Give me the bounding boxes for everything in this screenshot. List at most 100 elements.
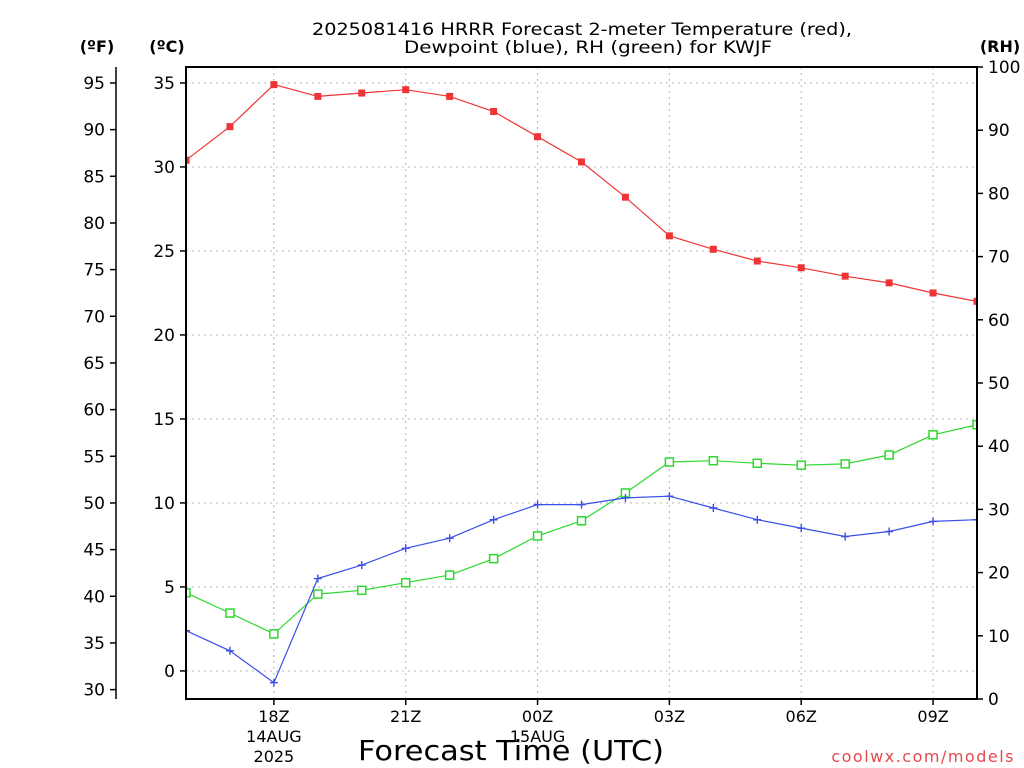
- fahrenheit-tick-label: 90: [83, 121, 105, 141]
- dewpoint-marker: [225, 646, 234, 655]
- fahrenheit-tick-label: 50: [83, 494, 105, 514]
- celsius-tick-label: 5: [164, 578, 175, 598]
- plot-series: [186, 81, 977, 687]
- time-tick-label: 00Z: [522, 707, 553, 726]
- time-tick-label: 18Z: [258, 707, 289, 726]
- chart-title-line-2: Dewpoint (blue), RH (green) for KWJF: [404, 38, 772, 58]
- temperature-marker: [797, 264, 805, 272]
- dewpoint-marker: [445, 534, 454, 543]
- rh-axis-unit: (RH): [980, 37, 1020, 56]
- fahrenheit-tick-label: 85: [83, 167, 105, 187]
- temperature-marker: [973, 297, 977, 305]
- rh-tick-label: 30: [988, 500, 1010, 520]
- fahrenheit-tick-label: 60: [83, 401, 105, 421]
- time-tick-label: 03Z: [654, 707, 685, 726]
- x-axis-title: Forecast Time (UTC): [358, 734, 664, 767]
- fahrenheit-tick-label: 75: [83, 261, 105, 281]
- dewpoint-marker: [313, 574, 322, 583]
- rh-marker: [840, 459, 850, 469]
- celsius-tick-label: 35: [153, 74, 175, 94]
- celsius-tick-label: 20: [153, 326, 175, 346]
- axes: 0510152025303530354045505560657075808590…: [83, 58, 1020, 766]
- rh-marker: [225, 608, 235, 618]
- temperature-marker: [621, 193, 629, 201]
- rh-marker: [357, 585, 367, 596]
- rh-marker: [708, 455, 719, 466]
- temperature-marker: [490, 108, 498, 116]
- dewpoint-marker: [973, 515, 977, 524]
- dewpoint-marker: [401, 544, 410, 553]
- temperature-marker: [753, 257, 761, 265]
- dewpoint-marker: [797, 524, 806, 533]
- rh-marker: [752, 458, 763, 469]
- rh-tick-label: 0: [988, 690, 999, 710]
- temperature-marker: [186, 156, 190, 164]
- rh-tick-label: 10: [988, 627, 1010, 647]
- rh-marker: [664, 457, 675, 467]
- fahrenheit-tick-label: 65: [83, 354, 105, 374]
- time-tick-year-label: 2025: [254, 747, 295, 766]
- time-tick-label: 21Z: [390, 707, 421, 726]
- dewpoint-marker: [489, 515, 498, 524]
- dewpoint-marker: [753, 515, 762, 524]
- time-tick-label: 06Z: [786, 707, 817, 726]
- celsius-axis-unit: (ºC): [149, 37, 184, 56]
- temperature-marker: [358, 89, 366, 97]
- rh-marker: [928, 430, 938, 440]
- dewpoint-marker: [929, 517, 938, 526]
- rh-marker: [444, 570, 455, 580]
- rh-marker: [532, 531, 543, 541]
- fahrenheit-axis-unit: (ºF): [80, 37, 115, 56]
- rh-marker: [972, 419, 977, 430]
- celsius-tick-label: 30: [153, 158, 175, 178]
- dewpoint-marker: [885, 527, 894, 536]
- dewpoint-marker: [533, 500, 542, 509]
- rh-tick-label: 80: [988, 184, 1010, 204]
- fahrenheit-tick-label: 70: [83, 307, 105, 327]
- rh-tick-label: 70: [988, 248, 1010, 268]
- fahrenheit-tick-label: 80: [83, 214, 105, 234]
- rh-marker: [576, 516, 587, 526]
- temperature-marker: [929, 289, 937, 297]
- rh-marker: [400, 577, 411, 588]
- temperature-marker: [402, 86, 410, 94]
- time-tick-date-label: 15AUG: [510, 727, 565, 746]
- time-tick-label: 09Z: [917, 707, 948, 726]
- temperature-marker: [446, 92, 454, 100]
- fahrenheit-tick-label: 45: [83, 541, 105, 561]
- celsius-tick-label: 15: [153, 410, 175, 430]
- temperature-marker: [314, 92, 322, 100]
- dewpoint-marker: [269, 678, 278, 687]
- rh-tick-label: 20: [988, 564, 1010, 584]
- rh-marker: [488, 553, 499, 564]
- dewpoint-marker: [621, 493, 630, 502]
- dewpoint-marker: [709, 503, 718, 512]
- rh-marker: [313, 589, 323, 599]
- rh-tick-label: 50: [988, 374, 1010, 394]
- chart-title-line-1: 2025081416 HRRR Forecast 2-meter Tempera…: [312, 20, 852, 40]
- temperature-marker: [578, 158, 585, 166]
- rh-tick-label: 100: [988, 58, 1020, 78]
- temperature-marker: [270, 81, 278, 89]
- fahrenheit-tick-label: 40: [83, 587, 105, 607]
- dewpoint-marker: [665, 492, 674, 501]
- temperature-marker: [841, 272, 849, 280]
- dewpoint-marker: [841, 532, 850, 541]
- temperature-marker: [885, 279, 893, 287]
- temperature-marker: [534, 133, 542, 141]
- celsius-tick-label: 25: [153, 242, 175, 262]
- watermark: coolwx.com/models: [831, 747, 1015, 766]
- rh-marker: [796, 460, 806, 470]
- rh-marker: [186, 588, 191, 598]
- dewpoint-marker: [186, 626, 190, 635]
- rh-tick-label: 90: [988, 121, 1010, 141]
- fahrenheit-tick-label: 55: [83, 447, 105, 467]
- celsius-tick-label: 10: [153, 494, 175, 514]
- dewpoint-marker: [357, 561, 366, 570]
- time-tick-date-label: 14AUG: [246, 727, 301, 746]
- celsius-tick-label: 0: [164, 662, 175, 682]
- fahrenheit-tick-label: 30: [83, 681, 105, 701]
- temperature-marker: [709, 245, 717, 253]
